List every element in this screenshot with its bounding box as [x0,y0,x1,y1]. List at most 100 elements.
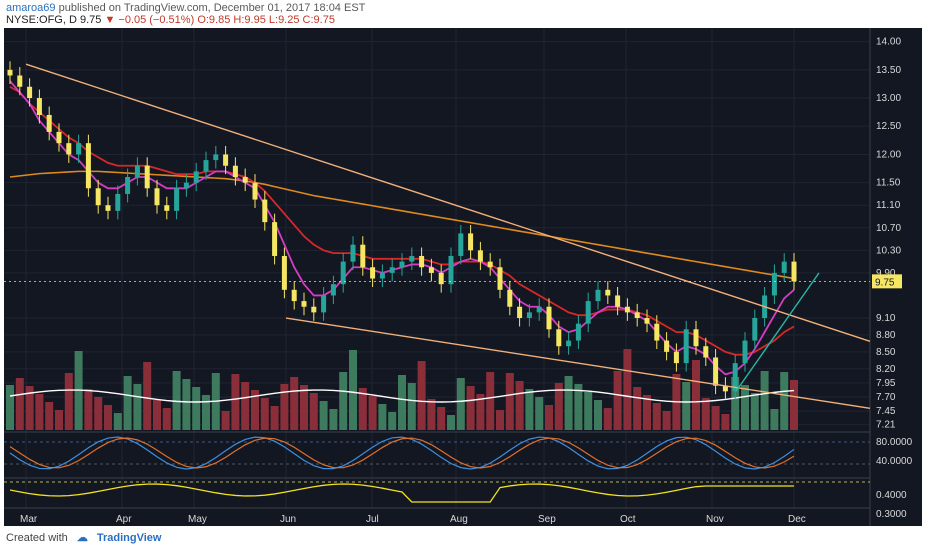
volume-bar [701,398,710,430]
candle-body [654,323,660,341]
y-tick-label: 7.45 [876,406,896,417]
candle-body [56,131,62,144]
volume-bar [309,393,318,430]
candle-body [321,295,327,313]
volume-bar [731,377,740,430]
volume-bar [84,389,93,430]
ma-mid-line [9,85,795,356]
candle-body [693,329,699,347]
volume-bar [104,405,112,430]
candle-body [350,244,356,262]
volume-bar [554,383,563,430]
volume-bar [535,397,544,430]
candle-body [742,340,748,364]
oscillator-tick-label: 0.3000 [876,509,907,520]
volume-bar [358,388,367,430]
candle-body [468,233,474,251]
volume-bar [721,414,730,430]
x-tick-label: May [188,514,207,525]
candle-body [389,267,395,273]
candle-body [644,318,650,324]
candle-body [66,143,72,155]
publish-header: amaroa69 published on TradingView.com, D… [6,2,365,14]
y-tick-label: 14.00 [876,37,901,48]
y-tick-label: 10.30 [876,245,901,256]
volume-bar [750,393,759,430]
tradingview-brand[interactable]: TradingView [96,532,162,544]
y-tick-label: 8.50 [876,347,896,358]
oscillator-line [9,483,794,503]
candle-body [223,154,229,166]
y-tick-label: 7.95 [876,378,896,389]
candle-body [556,329,562,347]
candle-body [95,188,101,206]
y-tick-label: 7.21 [876,420,896,431]
candle-body [7,69,13,76]
symbol-label: NYSE:OFG, D [6,14,77,26]
candle-body [477,250,483,262]
tradingview-logo-icon[interactable]: ☁ [76,532,88,544]
volume-bar [55,410,63,430]
created-with-label: Created with [6,532,68,544]
y-tick-label: 12.00 [876,149,901,160]
candle-body [624,306,630,313]
candle-body [144,165,150,189]
footer: Created with ☁ TradingView [6,531,161,544]
volume-bar [407,383,416,430]
candle-body [634,312,640,319]
ma-slow-line [9,170,795,280]
x-tick-label: Dec [788,514,806,525]
candle-body [448,255,454,285]
volume-bar [574,384,583,430]
trendline-breakout-support [735,272,820,392]
candle-body [428,267,434,273]
x-tick-label: Mar [20,514,38,525]
candle-body [575,323,581,341]
candle-body [174,188,180,211]
y-tick-label: 9.90 [876,268,896,279]
y-tick-label: 8.20 [876,364,896,375]
candle-body [36,98,42,115]
stoch-tick-label: 40.0000 [876,456,913,467]
candle-body [487,261,493,268]
candle-body [27,86,33,99]
chart-area[interactable]: 14.00 13.50 13.00 12.50 12.00 11.50 11.10 10.70… [4,28,922,526]
x-tick-label: Nov [706,514,724,525]
volume-bar [525,389,534,430]
candle-body [115,193,121,211]
volume-bar [153,400,161,430]
candle-body [752,318,758,341]
volume-ma-line [9,389,795,403]
candle-body [311,306,317,313]
candle-body [419,255,425,268]
volume-bar [349,350,357,430]
candle-body [458,233,464,256]
volume-bar [633,387,642,430]
candle-body [203,160,209,172]
candle-body [301,301,307,307]
candle-body [409,255,415,262]
candle-body [76,143,82,155]
volume-bar [741,385,749,430]
y-tick-label: 11.10 [876,200,901,211]
volume-bar [437,407,446,430]
volume-bar [172,371,181,430]
stoch-k-line [9,436,795,470]
candle-body [379,272,385,279]
volume-bar [251,390,259,430]
volume-bar [564,376,573,430]
y-tick-label: 10.70 [876,223,901,234]
volume-bar [162,408,171,430]
stoch-tick-label: 80.0000 [876,437,913,448]
high-label: H:9.95 [233,14,266,26]
candle-body [252,182,258,200]
author-link[interactable]: amaroa69 [6,2,56,14]
volume-bar [545,405,553,430]
oscillator-tick-label: 0.4000 [876,490,907,501]
volume-bar [770,409,779,430]
chart-canvas[interactable]: 14.00 13.50 13.00 12.50 12.00 11.50 11.10 10.70… [4,28,922,526]
volume-bar [260,398,269,430]
volume-bar [603,408,612,430]
volume-bar [113,413,122,430]
